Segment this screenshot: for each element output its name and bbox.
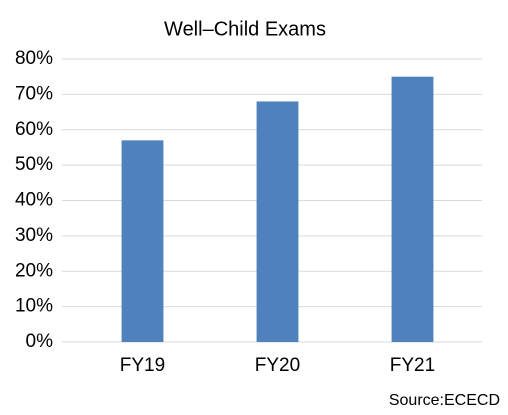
y-tick-label: 30% <box>15 225 53 246</box>
y-tick-label: 0% <box>26 331 54 352</box>
y-tick-label: 40% <box>15 190 53 211</box>
y-tick-label: 50% <box>15 154 53 175</box>
chart-title: Well–Child Exams <box>164 18 326 40</box>
y-tick-label: 80% <box>15 48 53 69</box>
y-tick-label: 60% <box>15 119 53 140</box>
bar <box>121 140 164 342</box>
y-tick-label: 10% <box>15 296 53 317</box>
x-tick-label: FY19 <box>120 355 165 376</box>
x-tick-label: FY20 <box>255 355 300 376</box>
y-tick-label: 70% <box>15 83 53 104</box>
bar <box>391 76 434 342</box>
y-tick-label: 20% <box>15 260 53 281</box>
bar <box>256 101 299 342</box>
source-note: Source:ECECD <box>389 392 500 409</box>
x-tick-label: FY21 <box>390 355 435 376</box>
